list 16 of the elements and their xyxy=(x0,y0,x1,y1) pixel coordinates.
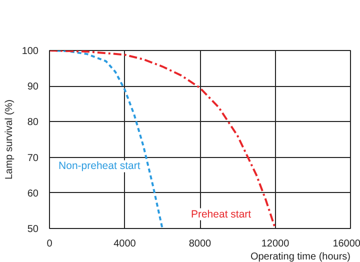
y-tick-label: 90 xyxy=(27,82,39,93)
y-tick-label: 60 xyxy=(27,188,39,200)
y-axis-title: Lamp survival (%) xyxy=(4,99,15,180)
x-axis-title: Operating time (hours) xyxy=(250,252,351,262)
x-tick-label: 8000 xyxy=(188,238,212,250)
x-tick-label: 0 xyxy=(46,238,53,250)
line-series xyxy=(50,50,276,228)
y-tick-label: 70 xyxy=(27,152,39,164)
y-tick-label: 100 xyxy=(22,46,39,57)
y-tick-label: 80 xyxy=(27,117,39,128)
series-label: Non-preheat start xyxy=(58,160,140,172)
x-tick-label: 16000 xyxy=(332,238,360,250)
y-tick-label: 50 xyxy=(27,224,39,235)
series-label: Preheat start xyxy=(190,208,252,220)
x-tick-label: 4000 xyxy=(114,238,136,250)
x-tick-label: 12000 xyxy=(261,238,290,250)
